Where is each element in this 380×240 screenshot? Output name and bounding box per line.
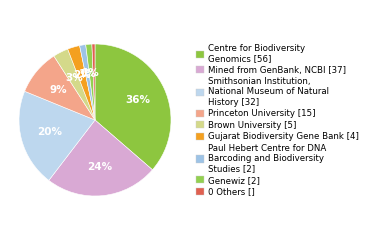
Text: 1%: 1% <box>82 68 100 78</box>
Text: 1%: 1% <box>78 68 96 78</box>
Wedge shape <box>49 120 152 196</box>
Text: 24%: 24% <box>87 162 112 172</box>
Wedge shape <box>25 56 95 120</box>
Wedge shape <box>68 46 95 120</box>
Wedge shape <box>86 44 95 120</box>
Text: 3%: 3% <box>65 73 82 83</box>
Wedge shape <box>19 91 95 180</box>
Wedge shape <box>95 44 171 170</box>
Text: 36%: 36% <box>125 96 150 105</box>
Wedge shape <box>54 49 95 120</box>
Text: 9%: 9% <box>50 85 68 95</box>
Text: 2%: 2% <box>73 70 90 80</box>
Wedge shape <box>79 45 95 120</box>
Legend: Centre for Biodiversity
Genomics [56], Mined from GenBank, NCBI [37], Smithsonia: Centre for Biodiversity Genomics [56], M… <box>194 42 361 198</box>
Text: 20%: 20% <box>37 127 62 137</box>
Wedge shape <box>92 44 95 120</box>
